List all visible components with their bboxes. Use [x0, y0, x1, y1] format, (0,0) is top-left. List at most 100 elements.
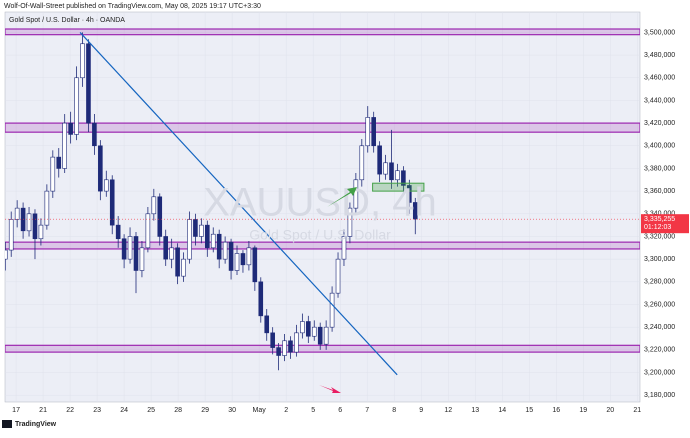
- candle-body: [121, 238, 127, 260]
- y-tick-label: 3,400,000: [644, 143, 675, 150]
- x-tick-label: 12: [444, 407, 452, 414]
- y-tick-label: 3,300,000: [644, 256, 675, 263]
- candle-body: [8, 219, 14, 251]
- pink-arrow: [319, 385, 341, 393]
- candle-body: [80, 43, 85, 79]
- watermark: XAUUSD, 4h: [203, 181, 436, 225]
- candle-body: [335, 258, 341, 294]
- candle-body: [157, 196, 163, 237]
- candle-body: [193, 219, 198, 237]
- countdown: 01:12:03: [644, 224, 671, 231]
- candle-body: [210, 233, 216, 249]
- candle-body: [246, 247, 252, 266]
- x-tick-label: 9: [419, 407, 423, 414]
- green-arrow: [327, 187, 357, 207]
- y-tick-label: 3,200,000: [644, 369, 675, 376]
- candle-body: [181, 258, 186, 277]
- candle-body: [163, 236, 169, 260]
- candle-body: [234, 253, 240, 271]
- candle-body: [199, 224, 204, 237]
- candle-body: [371, 117, 376, 147]
- x-tick-label: 19: [579, 407, 587, 414]
- zone: [5, 122, 640, 133]
- y-tick-label: 3,500,000: [644, 29, 675, 36]
- candle-body: [109, 179, 115, 226]
- candle-body: [56, 156, 62, 169]
- y-tick-label: 3,420,000: [644, 120, 675, 127]
- candle-body: [187, 219, 192, 260]
- candle-body: [86, 43, 91, 124]
- candle-body: [222, 241, 228, 260]
- candle-body: [98, 145, 103, 192]
- candle-body: [288, 340, 293, 353]
- x-tick-label: 14: [498, 407, 506, 414]
- y-tick-label: 3,480,000: [644, 52, 675, 59]
- x-tick-label: 7: [365, 407, 369, 414]
- candle-body: [329, 292, 335, 328]
- candle-body: [306, 321, 311, 337]
- plot: [5, 12, 640, 402]
- zone: [5, 241, 640, 250]
- logo: [2, 420, 12, 428]
- x-tick-label: 17: [12, 407, 20, 414]
- x-tick-label: 21: [633, 407, 641, 414]
- candle-body: [44, 190, 50, 226]
- y-tick-label: 3,360,000: [644, 188, 675, 195]
- zone: [5, 28, 640, 36]
- candle-body: [395, 170, 400, 181]
- y-tick-label: 3,380,000: [644, 165, 675, 172]
- x-tick-label: 29: [201, 407, 209, 414]
- candle-body: [151, 196, 157, 215]
- candle-body: [365, 117, 371, 147]
- candle-body: [317, 326, 323, 345]
- candle-body: [103, 179, 109, 192]
- candle-body: [407, 185, 412, 203]
- candle-body: [74, 77, 79, 135]
- x-tick-label: 23: [93, 407, 101, 414]
- x-tick-label: 6: [338, 407, 342, 414]
- x-tick-label: 20: [606, 407, 614, 414]
- candle-body: [270, 332, 275, 348]
- box: [372, 182, 425, 192]
- header: Wolf-Of-Wall-Street published on Trading…: [4, 3, 261, 10]
- candle-body: [311, 326, 317, 337]
- y-tick-label: 3,180,000: [644, 392, 675, 399]
- y-tick-label: 3,340,000: [644, 211, 675, 218]
- candle-body: [145, 213, 151, 249]
- candle-body: [359, 145, 365, 181]
- price-tag: [641, 214, 689, 234]
- candle-body: [282, 340, 287, 356]
- candle-body: [133, 236, 139, 271]
- candle-body: [383, 162, 388, 175]
- y-tick-label: 3,460,000: [644, 75, 675, 82]
- y-tick-label: 3,240,000: [644, 324, 675, 331]
- zone: [5, 344, 640, 353]
- y-tick-label: 3,320,000: [644, 233, 675, 240]
- candle-body: [169, 247, 174, 260]
- candle-body: [347, 207, 353, 237]
- x-tick-label: 2: [284, 407, 288, 414]
- footer: TradingView: [15, 421, 57, 428]
- chart-title: Gold Spot / U.S. Dollar · 4h · OANDA: [9, 17, 125, 24]
- candle-body: [258, 281, 264, 317]
- price-label: 3,335,255: [644, 216, 675, 223]
- candle-body: [26, 213, 32, 232]
- candle-body: [401, 170, 406, 186]
- candle-body: [341, 236, 347, 260]
- candle-body: [300, 321, 305, 334]
- watermark-sub: Gold Spot / U.S. Dollar: [249, 227, 391, 243]
- x-tick-label: 24: [120, 407, 128, 414]
- x-tick-label: 15: [525, 407, 533, 414]
- candle-body: [127, 236, 133, 260]
- candle-body: [5, 249, 8, 260]
- x-tick-label: 16: [552, 407, 560, 414]
- x-tick-label: May: [253, 407, 267, 414]
- x-tick-label: 21: [39, 407, 47, 414]
- candle-body: [412, 202, 418, 220]
- x-tick-label: 22: [66, 407, 74, 414]
- candle-body: [252, 247, 258, 283]
- candle-body: [38, 224, 44, 240]
- candle-body: [377, 145, 382, 175]
- candle-body: [323, 326, 329, 345]
